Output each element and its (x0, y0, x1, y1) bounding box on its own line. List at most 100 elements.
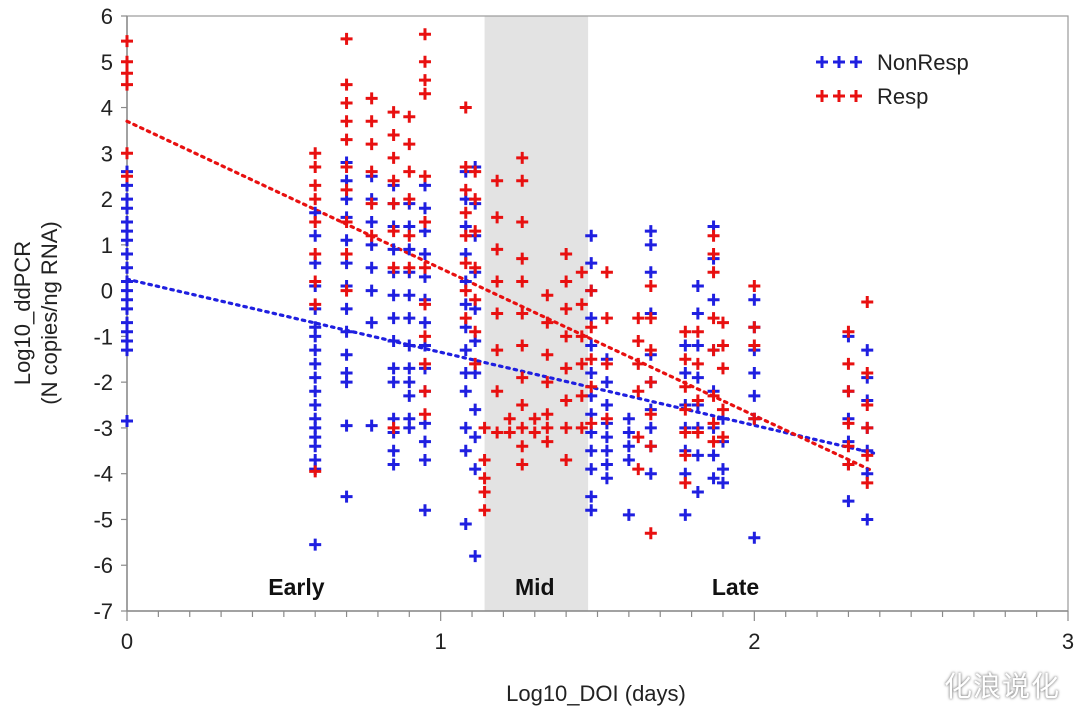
point-resp (491, 426, 504, 439)
point-resp (585, 380, 598, 393)
point-resp (541, 348, 554, 361)
point-resp (632, 431, 645, 444)
point-nonresp (622, 440, 635, 453)
y-tick-label: -1 (93, 324, 113, 349)
point-resp (418, 28, 431, 41)
point-resp (469, 293, 482, 306)
point-resp (861, 296, 874, 309)
point-resp (716, 339, 729, 352)
legend-marker-nonresp (816, 56, 828, 68)
point-resp (121, 55, 133, 68)
point-nonresp (585, 504, 598, 517)
point-resp (707, 344, 720, 357)
point-nonresp (403, 339, 416, 352)
point-resp (469, 261, 482, 274)
point-nonresp (418, 504, 431, 517)
point-resp (387, 106, 400, 119)
point-resp (121, 67, 133, 80)
point-resp (516, 399, 529, 412)
point-nonresp (387, 243, 400, 256)
legend: NonResp Resp (816, 50, 969, 109)
point-resp (632, 312, 645, 325)
y-axis-title-line1: Log10_ddPCR (10, 241, 35, 385)
x-axis-ticks: 0 1 2 3 (121, 611, 1074, 654)
point-resp (469, 325, 482, 338)
point-nonresp (707, 293, 720, 306)
point-nonresp (309, 330, 322, 343)
point-nonresp (691, 371, 704, 384)
point-resp (516, 458, 529, 471)
point-nonresp (340, 490, 353, 503)
point-nonresp (585, 257, 598, 270)
point-nonresp (418, 453, 431, 466)
legend-marker-nonresp (850, 56, 862, 68)
point-resp (575, 298, 588, 311)
point-nonresp (418, 248, 431, 260)
point-nonresp (459, 385, 472, 398)
point-nonresp (679, 367, 692, 379)
point-resp (309, 248, 322, 260)
point-nonresp (691, 486, 704, 498)
point-resp (403, 138, 416, 151)
point-nonresp (403, 421, 416, 434)
point-resp (340, 161, 353, 174)
y-tick-label: 4 (101, 96, 113, 121)
point-nonresp (600, 444, 613, 457)
point-resp (403, 110, 416, 123)
point-nonresp (387, 312, 400, 325)
point-resp (469, 357, 482, 370)
point-resp (503, 412, 516, 425)
x-tick-label: 2 (748, 629, 760, 654)
point-resp (478, 504, 491, 517)
phase-label-mid: Mid (515, 574, 555, 600)
trendline-resp (125, 119, 876, 474)
point-resp (516, 339, 529, 352)
point-resp (418, 298, 431, 311)
point-resp (842, 458, 855, 471)
point-resp (679, 403, 692, 416)
point-resp (691, 357, 704, 370)
plot-background (127, 16, 1068, 611)
point-resp (340, 284, 353, 297)
legend-label-nonresp: NonResp (877, 50, 969, 75)
point-resp (707, 435, 720, 448)
point-resp (309, 215, 322, 228)
point-nonresp (365, 284, 378, 297)
point-resp (707, 248, 720, 260)
point-resp (459, 183, 472, 196)
point-resp (387, 261, 400, 274)
point-resp (575, 357, 588, 370)
point-resp (491, 243, 504, 256)
point-nonresp (644, 467, 657, 480)
point-resp (644, 312, 657, 325)
point-nonresp (679, 339, 692, 352)
point-nonresp (600, 399, 613, 412)
point-resp (121, 170, 133, 183)
point-resp (560, 394, 573, 407)
point-resp (842, 325, 855, 338)
point-resp (842, 385, 855, 398)
point-nonresp (644, 225, 657, 238)
point-resp (691, 426, 704, 439)
trendline-nonresp (125, 277, 876, 455)
point-resp (340, 78, 353, 91)
point-nonresp (121, 261, 133, 274)
point-resp (491, 275, 504, 288)
point-resp (644, 376, 657, 389)
point-resp (528, 426, 541, 439)
point-nonresp (340, 234, 353, 247)
point-nonresp (365, 419, 378, 432)
point-resp (679, 380, 692, 393)
point-resp (707, 417, 720, 430)
point-resp (340, 32, 353, 45)
point-resp (365, 197, 378, 210)
point-resp (748, 412, 761, 425)
point-nonresp (387, 362, 400, 375)
point-resp (585, 321, 598, 334)
point-nonresp (861, 344, 874, 357)
point-resp (716, 403, 729, 416)
point-nonresp (403, 376, 416, 389)
point-nonresp (340, 348, 353, 361)
point-resp (403, 165, 416, 178)
point-resp (340, 115, 353, 128)
